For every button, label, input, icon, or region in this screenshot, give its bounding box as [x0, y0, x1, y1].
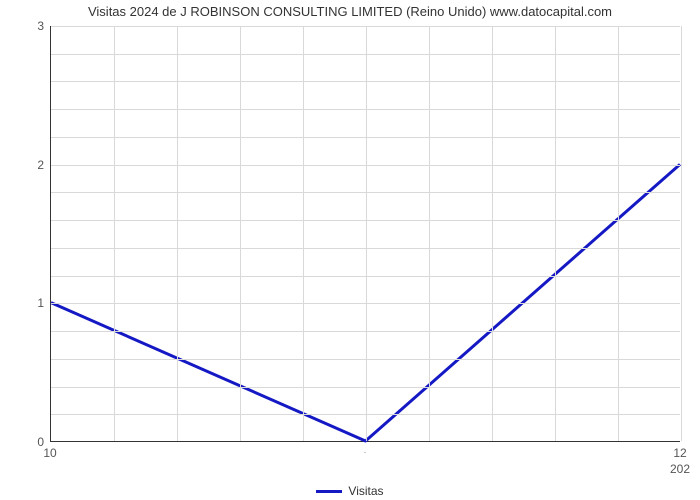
gridline-vertical: [429, 26, 430, 441]
legend-label: Visitas: [348, 484, 383, 498]
plot-area: [50, 26, 680, 442]
gridline-vertical: [618, 26, 619, 441]
gridline-vertical: [240, 26, 241, 441]
y-tick-label: 1: [30, 296, 44, 310]
gridline-vertical: [303, 26, 304, 441]
x-tick-label: 12: [673, 446, 686, 460]
y-tick-label: 0: [30, 435, 44, 449]
legend: Visitas: [0, 484, 700, 498]
chart-title: Visitas 2024 de J ROBINSON CONSULTING LI…: [0, 4, 700, 19]
legend-swatch: [316, 490, 342, 493]
x-minor-marker: .: [364, 446, 366, 455]
chart-container: Visitas 2024 de J ROBINSON CONSULTING LI…: [0, 0, 700, 500]
x-sub-label: 202: [670, 462, 690, 476]
gridline-vertical: [492, 26, 493, 441]
gridline-vertical: [681, 26, 682, 441]
x-tick-label: 10: [43, 446, 56, 460]
gridline-vertical: [555, 26, 556, 441]
y-tick-label: 2: [30, 158, 44, 172]
gridline-vertical: [177, 26, 178, 441]
y-tick-label: 3: [30, 19, 44, 33]
gridline-vertical: [366, 26, 367, 441]
gridline-vertical: [114, 26, 115, 441]
